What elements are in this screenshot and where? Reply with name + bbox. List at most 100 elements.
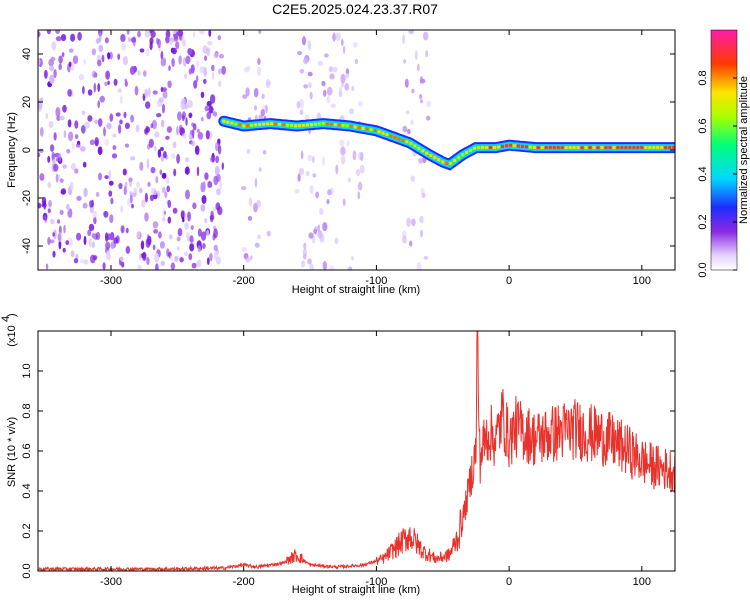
noise-blob [129, 66, 136, 75]
noise-blob [190, 140, 196, 147]
noise-blob [123, 111, 127, 119]
noise-blob [125, 227, 129, 234]
x-tick-label: -300 [100, 576, 122, 588]
noise-blob [221, 162, 224, 171]
noise-blob [55, 173, 59, 183]
noise-blob [294, 189, 300, 194]
ridge-hotspot [325, 122, 329, 126]
ridge-hotspot [449, 161, 453, 165]
ridge-hotspot [409, 142, 413, 146]
noise-blob [426, 115, 431, 121]
noise-blob [245, 87, 250, 97]
noise-blob [103, 126, 106, 137]
noise-blob [322, 222, 328, 232]
ridge-hotspot [301, 123, 305, 127]
noise-blob [216, 173, 221, 183]
ridge-hotspot [584, 146, 588, 150]
noise-blob [63, 130, 67, 139]
ridge-hotspot [485, 146, 489, 150]
ridge-hotspot [349, 124, 353, 128]
noise-blob [53, 163, 59, 172]
noise-blob [87, 115, 93, 122]
noise-blob [324, 53, 329, 58]
noise-blob [206, 47, 211, 57]
noise-blob [81, 125, 86, 134]
noise-blob [107, 80, 110, 85]
noise-blob [182, 133, 187, 139]
ridge-hotspot [242, 124, 246, 128]
noise-blob [97, 100, 100, 109]
noise-blob [169, 39, 173, 46]
noise-blob [128, 177, 133, 182]
noise-blob [242, 94, 248, 99]
noise-blob [216, 188, 221, 196]
noise-blob [200, 185, 206, 193]
noise-blob [155, 131, 160, 138]
noise-blob [120, 205, 123, 213]
noise-blob [416, 262, 422, 270]
spectrogram-noise [38, 30, 432, 270]
noise-blob [245, 257, 251, 263]
noise-blob [185, 189, 190, 200]
noise-blob [299, 98, 304, 109]
noise-blob [45, 113, 49, 119]
noise-blob [149, 37, 154, 45]
noise-blob [307, 71, 313, 77]
noise-blob [299, 68, 305, 74]
noise-blob [53, 69, 57, 79]
noise-blob [70, 61, 75, 72]
noise-blob [93, 216, 97, 225]
noise-blob [180, 100, 186, 110]
noise-blob [179, 257, 184, 263]
noise-blob [338, 90, 343, 97]
ridge-hotspot [648, 146, 652, 150]
noise-blob [122, 56, 128, 66]
noise-blob [317, 60, 323, 66]
noise-blob [209, 252, 213, 262]
noise-blob [213, 250, 218, 261]
ridge-hotspot [560, 146, 564, 150]
ridge-hotspot [262, 122, 266, 126]
noise-blob [334, 237, 339, 245]
noise-blob [303, 242, 307, 250]
spectrogram-y-ticks: -40 -20 0 20 40 [21, 48, 675, 254]
x-tick-label: 0 [506, 576, 512, 588]
noise-blob [423, 31, 429, 41]
noise-blob [196, 166, 200, 177]
noise-blob [420, 229, 423, 238]
ridge-hotspot [520, 144, 524, 148]
noise-blob [299, 109, 304, 116]
noise-blob [329, 73, 335, 80]
noise-blob [70, 250, 75, 258]
noise-blob [201, 117, 204, 122]
ridge-hotspot [636, 146, 640, 150]
ridge-hotspot [516, 144, 520, 148]
spectrogram-x-ticks: -300 -200 -100 0 100 [100, 30, 651, 287]
noise-blob [332, 32, 336, 42]
noise-blob [181, 111, 186, 120]
noise-blob [149, 30, 153, 34]
ridge-hotspot [564, 146, 568, 150]
noise-blob [405, 110, 410, 115]
noise-blob [297, 51, 303, 56]
noise-blob [124, 80, 128, 87]
noise-blob [197, 228, 202, 237]
snr-frame [37, 330, 676, 572]
ridge-hotspot [429, 154, 433, 157]
noise-blob [40, 126, 44, 137]
noise-blob [206, 229, 210, 236]
noise-blob [335, 32, 341, 41]
noise-blob [38, 152, 41, 158]
noise-blob [159, 241, 165, 249]
noise-blob [199, 66, 205, 74]
ridge-hotspot [238, 123, 242, 127]
noise-blob [204, 217, 208, 224]
noise-blob [48, 121, 54, 128]
noise-blob [99, 95, 105, 103]
y-tick-label: 0.2 [21, 523, 33, 538]
noise-blob [75, 134, 79, 139]
noise-blob [156, 37, 159, 45]
noise-blob [72, 55, 79, 64]
noise-blob [106, 250, 111, 261]
